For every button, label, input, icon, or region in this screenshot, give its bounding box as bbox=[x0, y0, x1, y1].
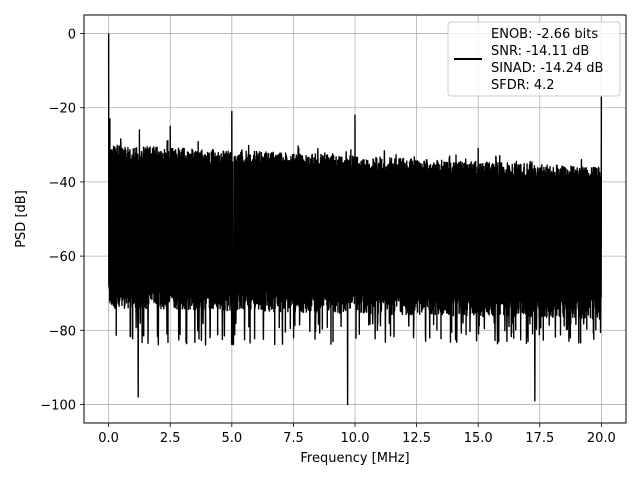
y-tick-label: −40 bbox=[49, 176, 76, 191]
x-tick-label: 7.5 bbox=[283, 431, 304, 446]
x-tick-label: 15.0 bbox=[464, 431, 493, 446]
legend-sfdr: SFDR: 4.2 bbox=[491, 78, 555, 93]
x-tick-label: 17.5 bbox=[525, 431, 554, 446]
legend-box bbox=[447, 21, 621, 97]
x-tick-label: 12.5 bbox=[402, 431, 431, 446]
x-tick-label: 10.0 bbox=[341, 431, 370, 446]
legend: ENOB: -2.66 bits SNR: -14.11 dB SINAD: -… bbox=[447, 21, 621, 97]
legend-snr: SNR: -14.11 dB bbox=[491, 44, 589, 59]
y-tick-label: −60 bbox=[49, 250, 76, 265]
psd-line bbox=[107, 33, 603, 406]
y-tick-label: −20 bbox=[49, 102, 76, 117]
legend-sinad: SINAD: -14.24 dB bbox=[491, 61, 603, 76]
y-tick-label: −80 bbox=[49, 324, 76, 339]
y-axis-ticks: 0 −20 −40 −60 −80 −100 bbox=[40, 28, 84, 413]
y-tick-label: 0 bbox=[68, 28, 76, 43]
psd-series bbox=[107, 33, 603, 406]
x-tick-label: 20.0 bbox=[587, 431, 616, 446]
legend-enob: ENOB: -2.66 bits bbox=[491, 27, 598, 42]
x-axis-ticks: 0.0 2.5 5.0 7.5 10.0 12.5 15.0 17.5 20.0 bbox=[98, 423, 616, 446]
x-tick-label: 2.5 bbox=[160, 431, 181, 446]
x-tick-label: 0.0 bbox=[98, 431, 119, 446]
x-axis-label: Frequency [MHz] bbox=[300, 451, 409, 466]
y-axis-label: PSD [dB] bbox=[14, 190, 29, 248]
y-tick-label: −100 bbox=[40, 398, 76, 413]
x-tick-label: 5.0 bbox=[221, 431, 242, 446]
